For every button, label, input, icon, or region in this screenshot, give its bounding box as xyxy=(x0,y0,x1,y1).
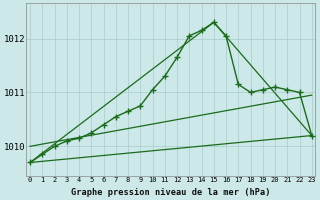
X-axis label: Graphe pression niveau de la mer (hPa): Graphe pression niveau de la mer (hPa) xyxy=(71,188,271,197)
